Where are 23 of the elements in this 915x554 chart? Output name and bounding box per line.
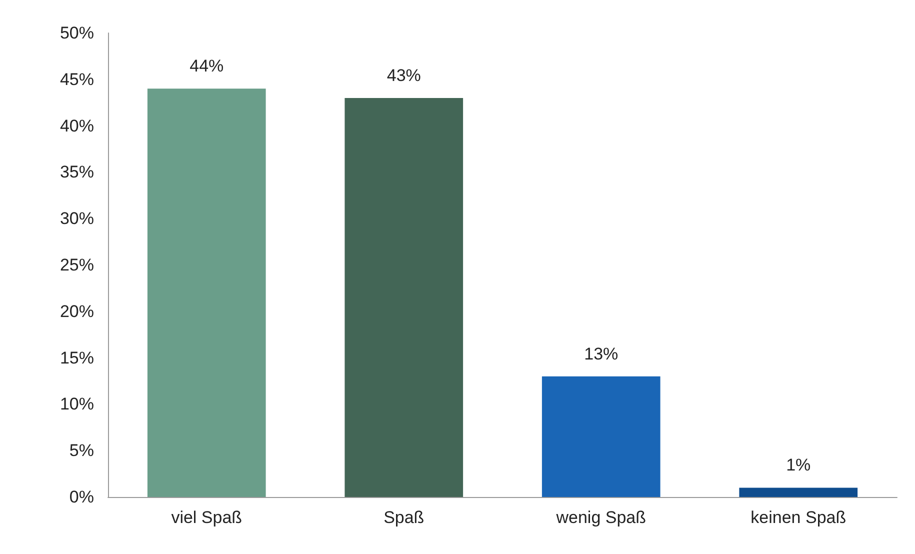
y-tick-label: 40% (60, 116, 94, 136)
bar (344, 98, 464, 497)
y-tick-label: 25% (60, 256, 94, 274)
x-tick-label: Spaß (384, 508, 424, 527)
y-tick-label: 20% (60, 302, 94, 321)
y-tick-label: 10% (60, 394, 94, 414)
y-tick-label: 45% (60, 70, 94, 89)
x-tick-label: viel Spaß (171, 508, 242, 527)
y-tick-label: 0% (69, 488, 94, 506)
bar (147, 88, 266, 497)
x-tick-label: keinen Spaß (750, 508, 846, 527)
bar (542, 376, 660, 497)
y-tick-label: 30% (60, 209, 94, 228)
y-tick-label: 35% (60, 162, 94, 182)
data-label: 44% (190, 56, 224, 76)
x-tick-label: wenig Spaß (555, 508, 646, 527)
y-tick-label: 15% (60, 348, 94, 368)
y-tick-label: 50% (60, 24, 94, 42)
bar (739, 488, 858, 497)
data-label: 13% (584, 344, 618, 364)
data-label: 43% (386, 66, 421, 85)
data-label: 1% (786, 456, 811, 475)
y-tick-label: 5% (69, 441, 94, 460)
